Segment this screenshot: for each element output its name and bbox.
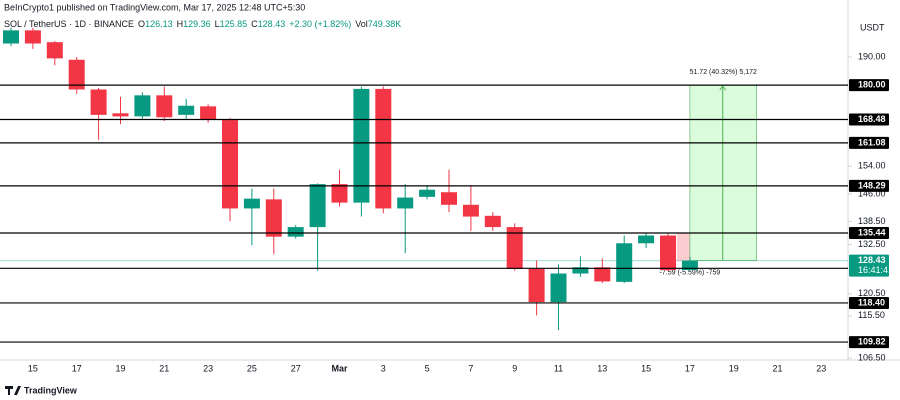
symbol: SOL / TetherUS · 1D · BINANCE: [4, 19, 134, 29]
level-label-box: [849, 227, 889, 240]
candle-body: [287, 227, 304, 237]
x-tick-label: 11: [554, 363, 563, 373]
candle-body: [134, 95, 151, 117]
x-tick-label: Mar: [331, 363, 348, 373]
level-label: 135.44: [858, 227, 886, 237]
candle-body: [46, 42, 63, 59]
brand: TradingView: [5, 385, 78, 395]
x-tick-label: 3: [381, 363, 386, 373]
chart-title: BeInCrypto1 published on TradingView.com…: [4, 2, 305, 12]
candle-body: [638, 235, 655, 244]
ohlc-key: H: [177, 19, 184, 29]
candle-body: [90, 89, 107, 115]
x-tick-label: 19: [729, 363, 739, 373]
x-tick-label: 15: [28, 363, 38, 373]
level-label-box: [849, 79, 889, 92]
arrow-head: [719, 85, 727, 91]
x-tick-label: 15: [641, 363, 651, 373]
candle-body: [24, 30, 41, 44]
level-label-box: [849, 336, 889, 349]
candle-body: [397, 197, 414, 209]
candle-body: [441, 192, 457, 205]
candle-body: [660, 235, 676, 271]
symbol-legend: SOL / TetherUS · 1D · BINANCE O126.13 H129…: [4, 19, 401, 29]
candle-body: [419, 189, 436, 197]
x-tick-label: 17: [72, 363, 82, 373]
x-tick-label: 19: [115, 363, 125, 373]
ohlc-value: 126.13: [145, 19, 173, 29]
volume-value: 749.38K: [368, 19, 402, 29]
level-label-box: [849, 179, 889, 192]
y-tick-label: 138.50: [858, 216, 886, 226]
x-tick-label: 13: [597, 363, 607, 373]
target-label: 51.72 (40.32%) 5,172: [690, 69, 757, 76]
level-label: 118.40: [858, 297, 885, 307]
candle-body: [462, 204, 479, 217]
level-label-box: [849, 136, 889, 149]
candle-body: [68, 59, 85, 90]
level-label-box: [849, 296, 889, 309]
x-tick-label: 21: [159, 363, 169, 373]
brand-logo: [5, 386, 21, 395]
candle-body: [112, 113, 129, 117]
x-tick-label: 7: [468, 363, 473, 373]
candle-body: [243, 198, 260, 209]
ohlc-value: 125.85: [220, 19, 248, 29]
candle-body: [178, 105, 195, 115]
y-tick-label: 146.00: [858, 188, 886, 198]
candle-body: [375, 88, 392, 209]
countdown-label: 16:41:41: [858, 265, 893, 275]
x-tick-label: 23: [203, 363, 213, 373]
x-tick-label: 17: [685, 363, 695, 373]
volume-key: Vol: [355, 19, 368, 29]
ohlc-key: C: [251, 19, 258, 29]
ohlc-key: L: [215, 19, 220, 29]
y-tick-label: 115.50: [858, 310, 885, 320]
candle-body: [265, 199, 282, 237]
ohlc-value: 128.43: [258, 19, 286, 29]
candle-body: [309, 184, 326, 228]
candle-body: [353, 88, 370, 203]
stop-label: -7.59 (-5.59%) -759: [660, 270, 721, 277]
candle-body: [506, 227, 523, 269]
candle-body: [528, 268, 545, 303]
x-tick-label: 21: [772, 363, 782, 373]
x-tick-label: 9: [512, 363, 517, 373]
x-tick-label: 23: [816, 363, 826, 373]
level-label: 168.48: [858, 114, 886, 124]
candle-body: [3, 30, 19, 44]
brand-name: TradingView: [24, 385, 78, 395]
change: +2.30 (+1.82%): [289, 19, 351, 29]
level-label: 148.29: [858, 180, 886, 190]
level-label-box: [849, 113, 889, 126]
candle-body: [616, 243, 633, 282]
ohlc-key: O: [138, 19, 145, 29]
y-tick-label: 154.00: [858, 161, 886, 171]
y-tick-label: 106.50: [858, 352, 886, 362]
y-tick-label: 190.00: [858, 51, 886, 61]
last-price-box: [849, 254, 889, 277]
x-tick-label: 25: [247, 363, 257, 373]
ohlc-value: 129.36: [183, 19, 211, 29]
candle-body: [681, 260, 698, 271]
candle-body: [550, 273, 567, 303]
candle-body: [200, 106, 217, 120]
level-label: 180.00: [858, 79, 886, 89]
level-label: 109.82: [858, 336, 886, 346]
candle-body: [156, 95, 173, 118]
candle-body: [484, 215, 501, 228]
candle-body: [331, 184, 348, 203]
stop-zone: [676, 233, 690, 261]
x-tick-label: 27: [291, 363, 301, 373]
last-price-label: 128.43: [858, 255, 886, 265]
candle-body: [222, 120, 238, 209]
currency-label: USDT: [860, 22, 885, 32]
candle-body: [594, 267, 611, 282]
level-label: 161.08: [858, 137, 886, 147]
x-tick-label: 5: [425, 363, 430, 373]
y-tick-label: 120.50: [858, 288, 886, 298]
y-tick-label: 132.50: [858, 239, 886, 249]
candle-body: [572, 267, 589, 274]
